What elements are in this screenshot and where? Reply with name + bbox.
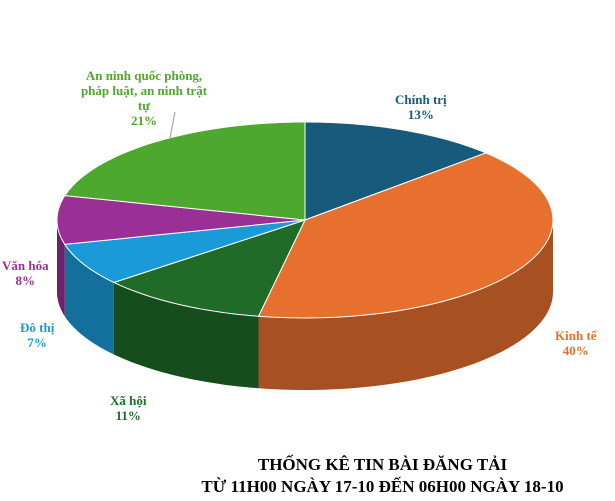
label-name: Kinh tế xyxy=(555,328,597,343)
label-value: 40% xyxy=(562,343,589,358)
label-an-ninh: An ninh quốc phòng, pháp luật, an ninh t… xyxy=(74,68,214,128)
slice-side-do-thi xyxy=(64,244,114,355)
label-name: Xã hội xyxy=(110,393,147,408)
chart-title-line1: THỐNG KÊ TIN BÀI ĐĂNG TẢI xyxy=(257,455,508,474)
label-value: 21% xyxy=(131,113,157,128)
label-value: 11% xyxy=(115,408,141,423)
label-name: Đô thị xyxy=(20,320,55,335)
label-name: Chính trị xyxy=(395,92,447,107)
slice-side-kinh-te xyxy=(258,220,553,390)
slice-side-van-hoa xyxy=(57,220,65,317)
label-name: An ninh quốc phòng, pháp luật, an ninh t… xyxy=(80,68,208,113)
label-name: Văn hóa xyxy=(2,258,49,273)
slice-do-thi xyxy=(63,219,306,284)
leader-line xyxy=(169,111,176,139)
slice-chinh-tri xyxy=(304,121,488,221)
slice-an-ninh-quoc-phong-phap-luat-an-ninh-trat-tu xyxy=(63,121,306,221)
label-value: 7% xyxy=(27,335,47,350)
label-kinh-te: Kinh tế 40% xyxy=(555,328,597,358)
label-van-hoa: Văn hóa 8% xyxy=(2,258,49,288)
slice-side-xa-hoi xyxy=(113,282,259,389)
label-value: 13% xyxy=(407,107,434,122)
label-chinh-tri: Chính trị 13% xyxy=(395,92,447,122)
slice-xa-hoi xyxy=(112,219,306,317)
chart-title-line2: TỪ 11H00 NGÀY 17-10 ĐẾN 06H00 NGÀY 18-10 xyxy=(201,477,564,496)
label-value: 8% xyxy=(15,273,36,288)
slice-van-hoa xyxy=(56,195,306,245)
label-do-thi: Đô thị 7% xyxy=(20,320,54,350)
label-xa-hoi: Xã hội 11% xyxy=(110,393,146,423)
slice-kinh-te xyxy=(257,152,554,319)
